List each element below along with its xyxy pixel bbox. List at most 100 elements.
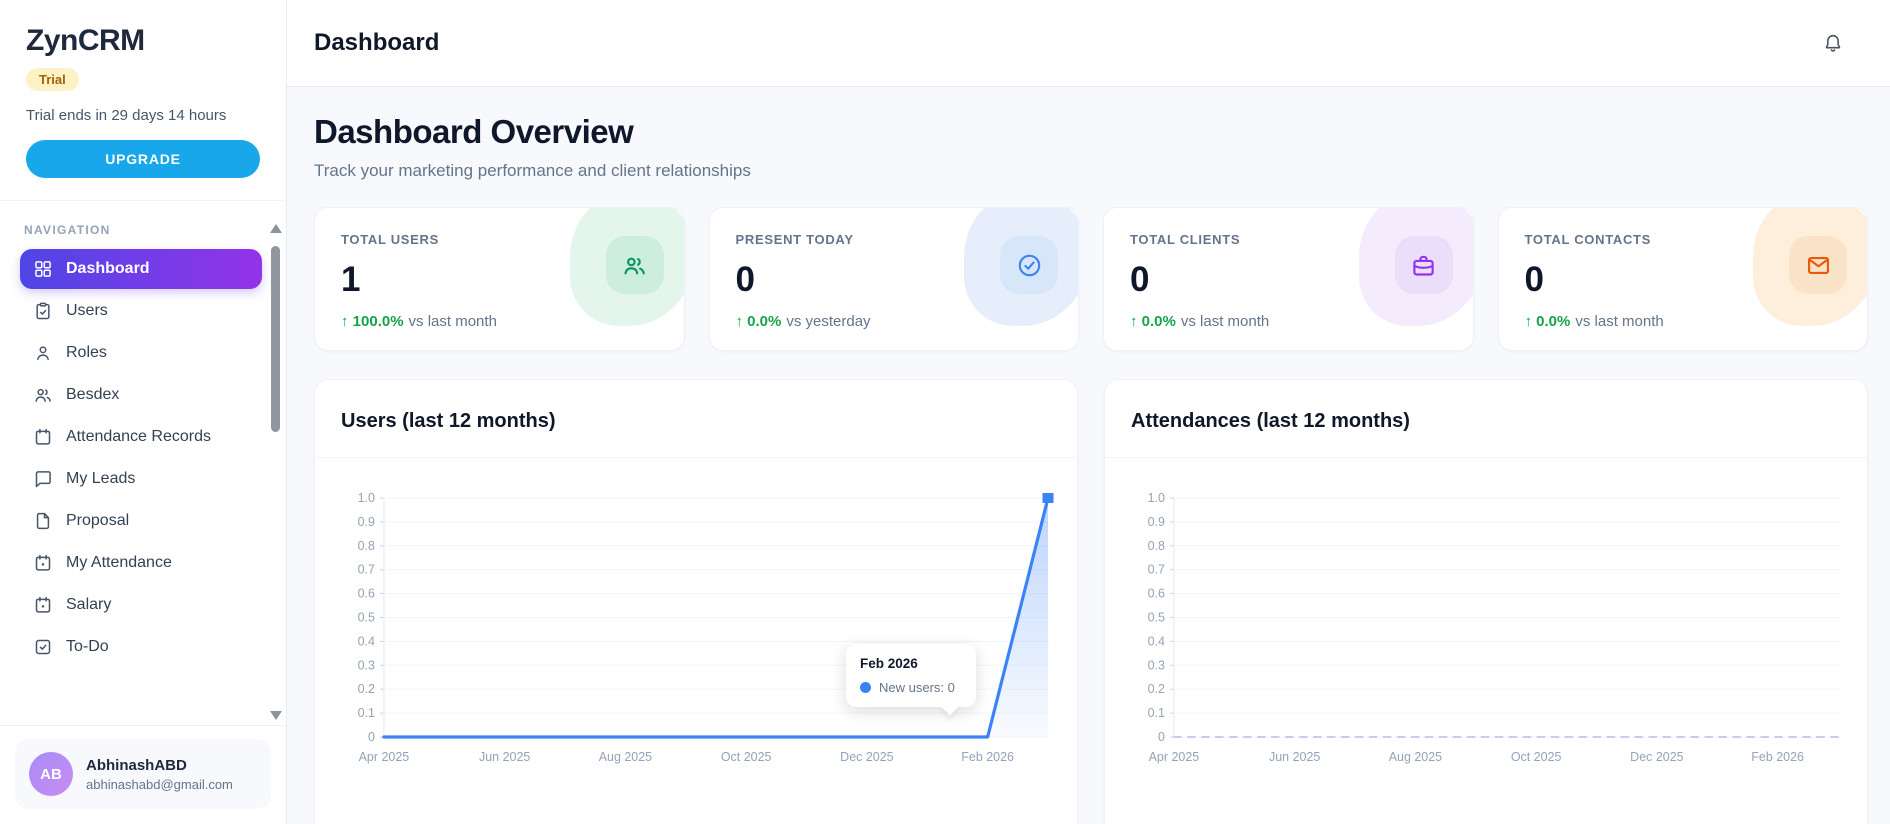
svg-text:1.0: 1.0 <box>1148 491 1165 505</box>
svg-text:0.3: 0.3 <box>358 658 375 672</box>
bell-icon[interactable] <box>1822 32 1844 54</box>
sidebar-item-label: Besdex <box>66 385 120 403</box>
tooltip-title: Feb 2026 <box>860 656 918 671</box>
chart-tooltip: Feb 2026 New users: 0 <box>846 644 976 707</box>
svg-text:0.8: 0.8 <box>1148 539 1165 553</box>
sidebar-item-users[interactable]: Users <box>20 291 262 331</box>
sidebar-item-label: Roles <box>66 343 107 361</box>
svg-text:0: 0 <box>1158 730 1165 744</box>
sidebar-item-dashboard[interactable]: Dashboard <box>20 249 262 289</box>
people-group-icon <box>33 385 53 405</box>
main-area: Dashboard Dashboard Overview Track your … <box>287 0 1890 824</box>
stat-delta: ↑ 100.0% vs last month <box>341 313 497 330</box>
delta-up-arrow: ↑ 0.0% <box>1524 313 1571 330</box>
svg-text:Oct 2025: Oct 2025 <box>721 750 772 764</box>
svg-text:0.9: 0.9 <box>358 515 375 529</box>
stat-label: PRESENT TODAY <box>735 232 854 247</box>
svg-text:0.8: 0.8 <box>358 539 375 553</box>
svg-text:0.7: 0.7 <box>1148 563 1165 577</box>
svg-text:Oct 2025: Oct 2025 <box>1511 750 1562 764</box>
avatar: AB <box>29 752 73 796</box>
upgrade-button[interactable]: UPGRADE <box>26 140 260 178</box>
scroll-up-arrow-icon[interactable] <box>270 224 282 233</box>
svg-text:0.4: 0.4 <box>358 634 375 648</box>
stat-delta: ↑ 0.0% vs yesterday <box>736 313 871 330</box>
stat-label: TOTAL USERS <box>341 232 439 247</box>
trial-countdown-text: Trial ends in 29 days 14 hours <box>26 107 227 124</box>
calendar-dot-icon <box>33 595 53 615</box>
series-dot-icon <box>860 682 871 693</box>
sidebar-item-label: Proposal <box>66 511 130 529</box>
sidebar-item-label: To-Do <box>66 637 109 655</box>
delta-compare: vs yesterday <box>786 313 871 330</box>
sidebar-item-attendance-records[interactable]: Attendance Records <box>20 417 262 457</box>
trial-badge: Trial <box>26 68 79 91</box>
chat-bubble-icon <box>33 469 53 489</box>
svg-text:Jun 2025: Jun 2025 <box>1269 750 1320 764</box>
scrollbar-thumb[interactable] <box>271 246 280 432</box>
delta-compare: vs last month <box>408 313 497 330</box>
users-line-chart[interactable]: 0 0.1 0.2 0.3 0.4 0.5 0.6 0.7 0.8 0.9 1.0 Apr 2025 J… <box>339 475 1055 805</box>
svg-text:Apr 2025: Apr 2025 <box>359 750 410 764</box>
sidebar-item-label: Salary <box>66 595 112 613</box>
svg-text:Apr 2025: Apr 2025 <box>1149 750 1200 764</box>
sidebar-scrollbar[interactable] <box>269 222 282 722</box>
sidebar-item-label: My Leads <box>66 469 136 487</box>
svg-text:Aug 2025: Aug 2025 <box>1389 750 1442 764</box>
svg-text:Dec 2025: Dec 2025 <box>840 750 893 764</box>
sidebar-item-salary[interactable]: Salary <box>20 585 262 625</box>
attendances-chart-card: Attendances (last 12 months) 0 0.1 0.2 0.3 0… <box>1104 379 1868 824</box>
users-group-icon <box>605 236 664 294</box>
top-bar: Dashboard <box>287 0 1890 87</box>
clipboard-check-icon <box>33 301 53 321</box>
sidebar-item-my-attendance[interactable]: My Attendance <box>20 543 262 583</box>
svg-text:0.7: 0.7 <box>358 563 375 577</box>
attendances-line-chart[interactable]: 0 0.1 0.2 0.3 0.4 0.5 0.6 0.7 0.8 0.9 1.0 Apr 2025 J… <box>1129 475 1845 805</box>
svg-text:0.5: 0.5 <box>1148 610 1165 624</box>
stat-delta: ↑ 0.0% vs last month <box>1525 313 1664 330</box>
delta-up-arrow: ↑ 0.0% <box>1130 313 1176 330</box>
charts-row: Users (last 12 months) 0 0.1 0.2 0.3 0.4 0.5 0… <box>314 379 1868 824</box>
chart-title: Users (last 12 months) <box>341 410 556 432</box>
sidebar-item-roles[interactable]: Roles <box>20 333 262 373</box>
svg-text:Dec 2025: Dec 2025 <box>1630 750 1683 764</box>
delta-compare: vs last month <box>1180 313 1270 330</box>
sidebar-item-to-do[interactable]: To-Do <box>20 627 262 667</box>
delta-up-arrow: ↑ 0.0% <box>735 313 782 330</box>
svg-text:Aug 2025: Aug 2025 <box>599 750 652 764</box>
sidebar-item-proposal[interactable]: Proposal <box>20 501 262 541</box>
delta-compare: vs last month <box>1575 313 1664 330</box>
scroll-down-arrow-icon[interactable] <box>270 711 282 720</box>
page-title: Dashboard <box>314 29 440 56</box>
stat-label: TOTAL CONTACTS <box>1524 232 1652 247</box>
calendar-dot-icon <box>33 553 53 573</box>
svg-text:0.1: 0.1 <box>358 706 375 720</box>
overview-subtitle: Track your marketing performance and cli… <box>314 161 751 180</box>
profile-name: AbhinashABD <box>86 756 187 774</box>
stat-value: 0 <box>1130 260 1150 299</box>
user-profile-card[interactable]: AB AbhinashABD abhinashabd@gmail.com <box>15 739 271 809</box>
attendances-chart: 0 0.1 0.2 0.3 0.4 0.5 0.6 0.7 0.8 0.9 1.0 Apr 2025 J… <box>1105 458 1867 805</box>
users-chart: 0 0.1 0.2 0.3 0.4 0.5 0.6 0.7 0.8 0.9 1.0 Apr 2025 J… <box>315 458 1077 805</box>
check-circle-icon <box>1000 236 1058 294</box>
tooltip-label: New users: 0 <box>879 680 955 695</box>
mail-icon <box>1789 236 1847 294</box>
stat-value: 0 <box>1524 260 1544 299</box>
users-chart-card: Users (last 12 months) 0 0.1 0.2 0.3 0.4 0.5 0… <box>314 379 1078 824</box>
dashboard-content: Dashboard Overview Track your marketing … <box>287 87 1890 824</box>
svg-text:1.0: 1.0 <box>358 491 375 505</box>
document-icon <box>33 511 53 531</box>
svg-text:0.5: 0.5 <box>358 610 375 624</box>
sidebar-item-besdex[interactable]: Besdex <box>20 375 262 415</box>
sidebar-item-my-leads[interactable]: My Leads <box>20 459 262 499</box>
person-icon <box>33 343 53 363</box>
dashboard-grid-icon <box>33 259 53 279</box>
svg-text:Feb 2026: Feb 2026 <box>1751 750 1804 764</box>
calendar-icon <box>33 427 53 447</box>
svg-text:Feb 2026: Feb 2026 <box>961 750 1014 764</box>
stat-card-present-today: PRESENT TODAY 0 ↑ 0.0% vs yesterday <box>708 207 1079 351</box>
svg-text:0.9: 0.9 <box>1148 515 1165 529</box>
stats-row: TOTAL USERS 1 ↑ 100.0% vs last month PRES… <box>314 207 1868 351</box>
sidebar-header: ZynCRM Trial Trial ends in 29 days 14 ho… <box>0 0 286 201</box>
